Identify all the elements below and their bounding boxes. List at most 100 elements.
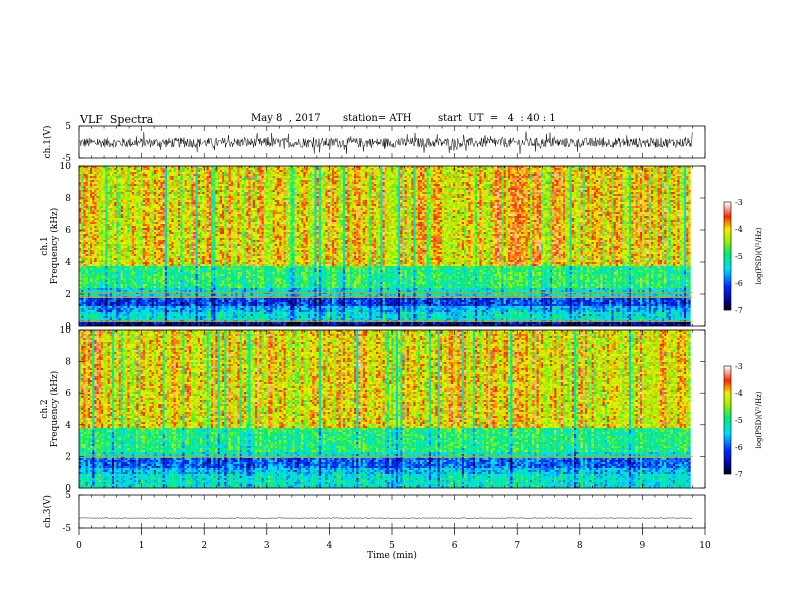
psd-cell <box>435 178 437 180</box>
psd-cell <box>444 188 446 190</box>
psd-cell <box>363 172 365 174</box>
psd-cell <box>292 168 294 170</box>
psd-cell <box>655 182 657 184</box>
psd-cell <box>510 168 512 170</box>
psd-cell <box>600 188 602 190</box>
psd-cell <box>380 178 382 180</box>
psd-cell <box>468 184 470 186</box>
psd-cell <box>484 182 486 184</box>
psd-cell <box>319 186 321 188</box>
psd-cell <box>413 190 415 192</box>
psd-cell <box>435 172 437 174</box>
psd-cell <box>352 182 354 184</box>
psd-cell <box>257 188 259 190</box>
psd-cell <box>167 188 169 190</box>
psd-cell <box>554 182 556 184</box>
psd-cell <box>473 168 475 170</box>
psd-cell <box>429 168 431 170</box>
psd-cell <box>609 184 611 186</box>
psd-cell <box>411 174 413 176</box>
psd-cell <box>537 182 539 184</box>
psd-cell <box>666 182 668 184</box>
psd-cell <box>638 188 640 190</box>
psd-cell <box>622 168 624 170</box>
psd-cell <box>592 188 594 190</box>
psd-cell <box>585 176 587 178</box>
psd-cell <box>204 176 206 178</box>
psd-cell <box>156 190 158 192</box>
psd-cell <box>215 180 217 182</box>
psd-cell <box>328 180 330 182</box>
psd-cell <box>581 168 583 170</box>
psd-cell <box>262 188 264 190</box>
psd-cell <box>662 174 664 176</box>
psd-cell <box>567 188 569 190</box>
psd-cell <box>215 174 217 176</box>
psd-cell <box>237 178 239 180</box>
psd-cell <box>88 190 90 192</box>
psd-cell <box>627 188 629 190</box>
psd-cell <box>88 184 90 186</box>
psd-cell <box>427 182 429 184</box>
psd-cell <box>490 174 492 176</box>
psd-cell <box>598 182 600 184</box>
psd-cell <box>86 180 88 182</box>
psd-cell <box>303 174 305 176</box>
psd-cell <box>620 188 622 190</box>
psd-cell <box>427 172 429 174</box>
psd-cell <box>655 176 657 178</box>
psd-cell <box>508 180 510 182</box>
psd-cell <box>130 178 132 180</box>
psd-cell <box>325 188 327 190</box>
psd-cell <box>563 168 565 170</box>
psd-cell <box>295 184 297 186</box>
psd-cell <box>600 172 602 174</box>
psd-cell <box>134 170 136 172</box>
psd-cell <box>578 180 580 182</box>
psd-cell <box>116 182 118 184</box>
psd-cell <box>165 190 167 192</box>
psd-cell <box>257 172 259 174</box>
psd-cell <box>125 182 127 184</box>
psd-cell <box>554 170 556 172</box>
psd-cell <box>191 178 193 180</box>
psd-cell <box>497 182 499 184</box>
psd-cell <box>101 190 103 192</box>
psd-cell <box>457 182 459 184</box>
psd-cell <box>611 182 613 184</box>
psd-cell <box>112 182 114 184</box>
psd-cell <box>116 188 118 190</box>
psd-cell <box>636 182 638 184</box>
psd-cell <box>499 180 501 182</box>
psd-cell <box>449 186 451 188</box>
psd-cell <box>372 188 374 190</box>
psd-cell <box>539 182 541 184</box>
psd-cell <box>97 178 99 180</box>
psd-cell <box>299 176 301 178</box>
psd-cell <box>224 182 226 184</box>
psd-cell <box>235 180 237 182</box>
psd-cell <box>334 186 336 188</box>
psd-cell <box>288 182 290 184</box>
psd-cell <box>253 184 255 186</box>
psd-cell <box>268 170 270 172</box>
psd-cell <box>473 170 475 172</box>
psd-cell <box>352 190 354 192</box>
psd-cell <box>286 172 288 174</box>
psd-cell <box>444 182 446 184</box>
psd-cell <box>429 188 431 190</box>
psd-cell <box>512 182 514 184</box>
psd-cell <box>237 182 239 184</box>
psd-cell <box>633 170 635 172</box>
psd-cell <box>224 176 226 178</box>
psd-cell <box>422 184 424 186</box>
psd-cell <box>332 184 334 186</box>
psd-cell <box>462 180 464 182</box>
psd-cell <box>385 186 387 188</box>
psd-cell <box>653 174 655 176</box>
psd-cell <box>563 178 565 180</box>
psd-cell <box>284 176 286 178</box>
psd-cell <box>466 170 468 172</box>
psd-cell <box>451 178 453 180</box>
psd-cell <box>576 178 578 180</box>
